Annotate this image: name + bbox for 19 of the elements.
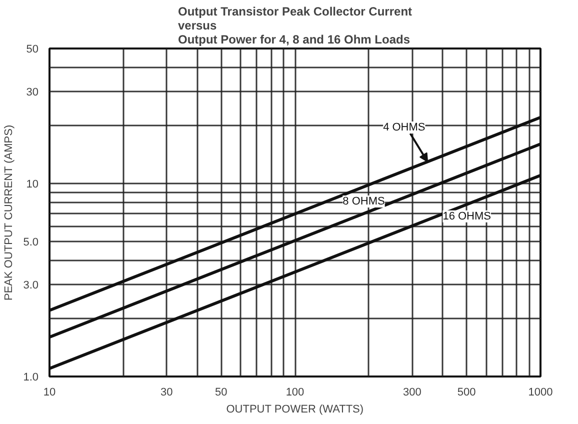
x-tick-label: 100 xyxy=(286,386,304,398)
x-tick-label: 50 xyxy=(214,386,228,398)
x-tick-label: 500 xyxy=(457,386,476,398)
text: 4 OHMS xyxy=(383,122,426,134)
series-label: 8 OHMS xyxy=(342,196,385,208)
y-tick-label: 1.0 xyxy=(23,372,39,384)
y-tick-label: 5.0 xyxy=(23,236,39,249)
y-tick-label: 3.0 xyxy=(23,279,39,292)
series-label: 16 OHMS xyxy=(442,210,491,222)
x-axis-title: OUTPUT POWER (WATTS) xyxy=(226,404,364,416)
y-tick-label: 10 xyxy=(26,178,39,190)
y-axis-title: PEAK OUTPUT CURRENT (AMPS) xyxy=(3,124,16,301)
x-tick-label: 300 xyxy=(402,386,422,398)
x-tick-label: 30 xyxy=(160,386,173,398)
y-tick-label: 30 xyxy=(26,86,39,98)
chart-title: Output Transistor Peak Collector Current versus Output Power for 4, 8 and 16 Ohm Loads xyxy=(178,4,412,46)
y-tick-label: 50 xyxy=(26,44,39,56)
x-tick-label: 1000 xyxy=(528,386,553,398)
x-tick-label: 10 xyxy=(43,386,56,398)
